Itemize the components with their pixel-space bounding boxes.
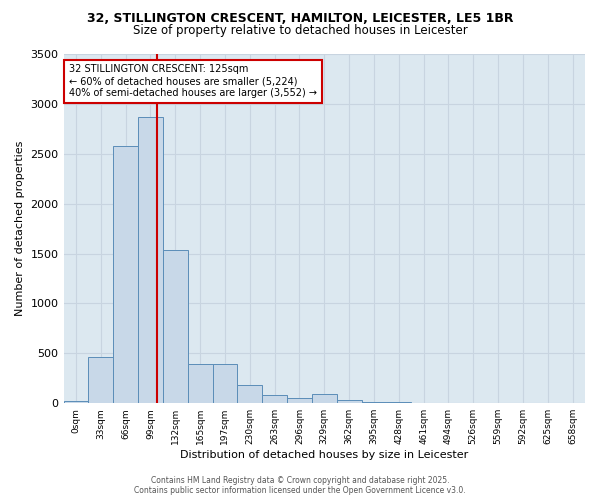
Bar: [362, 402, 386, 403]
Text: Contains HM Land Registry data © Crown copyright and database right 2025.
Contai: Contains HM Land Registry data © Crown c…: [134, 476, 466, 495]
Bar: [312, 394, 337, 403]
Bar: [337, 400, 362, 403]
Title: 32, STILLINGTON CRESCENT, HAMILTON, LEICESTER, LE5 1BR
Size of property relative: 32, STILLINGTON CRESCENT, HAMILTON, LEIC…: [0, 499, 1, 500]
X-axis label: Distribution of detached houses by size in Leicester: Distribution of detached houses by size …: [180, 450, 469, 460]
Bar: [138, 117, 163, 403]
Bar: [238, 385, 262, 403]
Bar: [64, 401, 88, 403]
Text: 32, STILLINGTON CRESCENT, HAMILTON, LEICESTER, LE5 1BR: 32, STILLINGTON CRESCENT, HAMILTON, LEIC…: [87, 12, 513, 26]
Bar: [262, 395, 287, 403]
Bar: [287, 398, 312, 403]
Text: 32 STILLINGTON CRESCENT: 125sqm
← 60% of detached houses are smaller (5,224)
40%: 32 STILLINGTON CRESCENT: 125sqm ← 60% of…: [69, 64, 317, 98]
Bar: [113, 146, 138, 403]
Bar: [163, 250, 188, 403]
Text: Size of property relative to detached houses in Leicester: Size of property relative to detached ho…: [133, 24, 467, 37]
Bar: [188, 364, 212, 403]
Y-axis label: Number of detached properties: Number of detached properties: [15, 141, 25, 316]
Bar: [88, 358, 113, 403]
Bar: [212, 364, 238, 403]
Bar: [386, 402, 411, 403]
